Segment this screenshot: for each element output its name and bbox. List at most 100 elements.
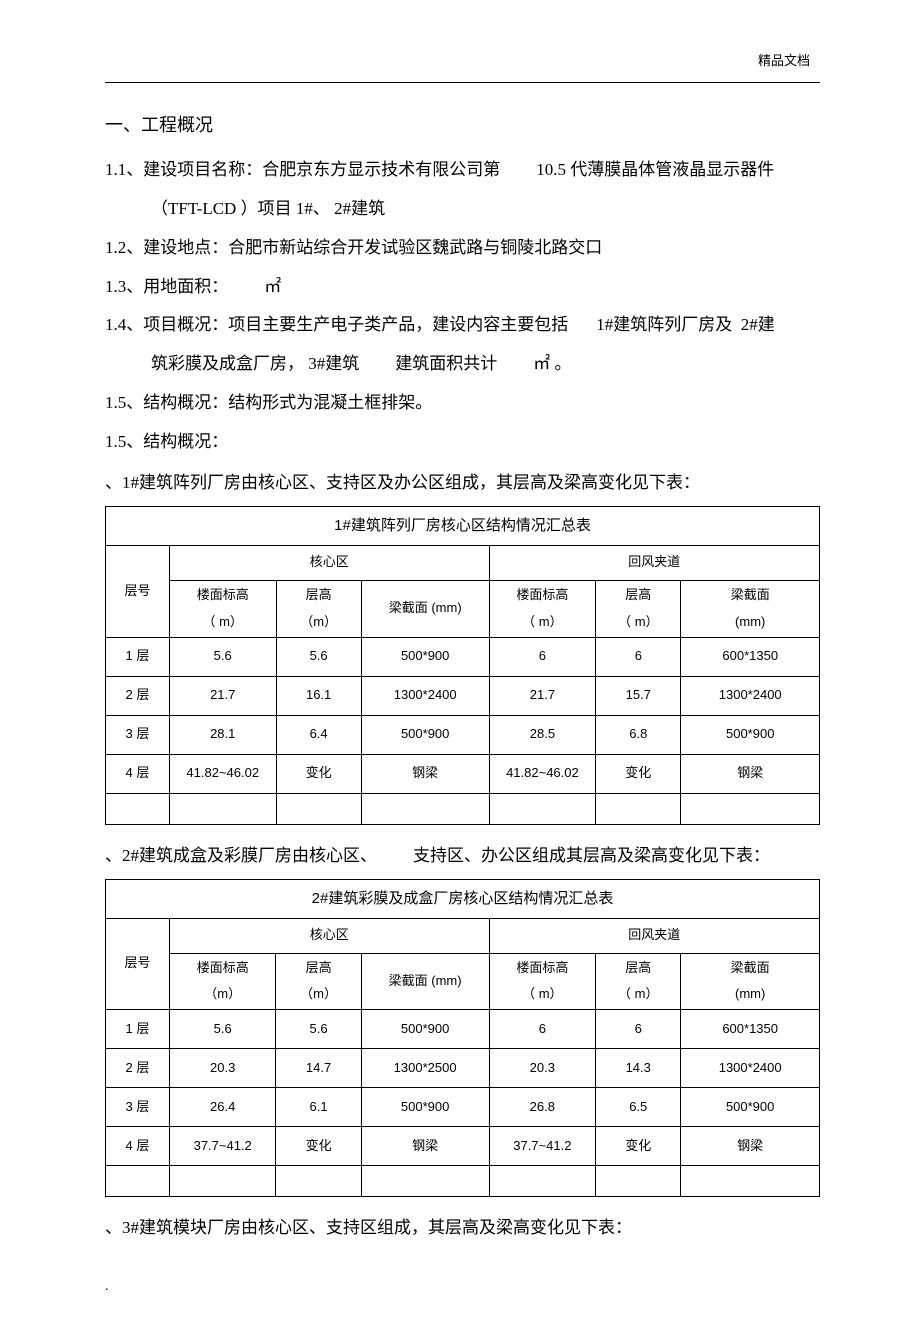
cell: 6 bbox=[596, 637, 681, 676]
hdr-text: （ m） bbox=[490, 986, 596, 1003]
section-title: 一、工程概况 bbox=[105, 111, 820, 137]
group-right: 回风夹道 bbox=[489, 545, 819, 580]
table-row: 楼面标高（m） 层高（m） 梁截面 (mm) 楼面标高（ m） 层高（ m） 梁… bbox=[106, 953, 820, 1010]
hdr-text: 梁截面 bbox=[681, 587, 819, 604]
cell bbox=[106, 1166, 170, 1197]
cell: 20.3 bbox=[169, 1049, 276, 1088]
cell: 6.5 bbox=[596, 1088, 681, 1127]
cell: 500*900 bbox=[361, 1010, 489, 1049]
hdr-text: 楼面标高 bbox=[170, 587, 276, 604]
cell: 5.6 bbox=[276, 637, 361, 676]
cell: 变化 bbox=[276, 1127, 361, 1166]
col-header: 层高（ m） bbox=[596, 953, 681, 1010]
cell: 1 层 bbox=[106, 1010, 170, 1049]
paragraph-1-cont: （TFT-LCD ）项目 1#、 2#建筑 bbox=[105, 192, 820, 227]
table-2: 2#建筑彩膜及成盒厂房核心区结构情况汇总表 层号 核心区 回风夹道 楼面标高（m… bbox=[105, 879, 820, 1198]
group-right: 回风夹道 bbox=[489, 918, 819, 953]
intro2-a: 、2#建筑成盒及彩膜厂房由核心区、 bbox=[105, 846, 377, 865]
table-row: 1#建筑阵列厂房核心区结构情况汇总表 bbox=[106, 506, 820, 545]
p4-a: 1.4、项目概况：项目主要生产电子类产品，建设内容主要包括 bbox=[105, 315, 568, 334]
cell: 钢梁 bbox=[681, 754, 820, 793]
hdr-text: 层高 bbox=[596, 960, 680, 977]
hdr-text: （ m） bbox=[170, 614, 276, 631]
cell: 37.7~41.2 bbox=[169, 1127, 276, 1166]
cell: 变化 bbox=[596, 1127, 681, 1166]
p4-f: ㎡ 。 bbox=[533, 354, 571, 373]
cell: 1300*2400 bbox=[361, 676, 489, 715]
cell: 600*1350 bbox=[681, 637, 820, 676]
table1-title: 1#建筑阵列厂房核心区结构情况汇总表 bbox=[106, 506, 820, 545]
cell: 28.5 bbox=[489, 715, 596, 754]
paragraph-2: 1.2、建设地点：合肥市新站综合开发试验区魏武路与铜陵北路交口 bbox=[105, 231, 820, 266]
col-floor-header: 层号 bbox=[106, 918, 170, 1010]
cell: 20.3 bbox=[489, 1049, 596, 1088]
cell: 14.3 bbox=[596, 1049, 681, 1088]
table-row: 1 层5.65.6500*90066600*1350 bbox=[106, 637, 820, 676]
col-header: 楼面标高（m） bbox=[169, 953, 276, 1010]
hdr-text: （ m） bbox=[490, 614, 596, 631]
cell: 15.7 bbox=[596, 676, 681, 715]
cell bbox=[106, 793, 170, 824]
table-1: 1#建筑阵列厂房核心区结构情况汇总表 层号 核心区 回风夹道 楼面标高（ m） … bbox=[105, 506, 820, 825]
paragraph-4: 1.4、项目概况：项目主要生产电子类产品，建设内容主要包括 1#建筑阵列厂房及 2… bbox=[105, 308, 820, 343]
hdr-text: 层高 bbox=[277, 587, 361, 604]
table-row: 1 层5.65.6500*90066600*1350 bbox=[106, 1010, 820, 1049]
table-row: 2 层21.716.11300*240021.715.71300*2400 bbox=[106, 676, 820, 715]
p4-e: 建筑面积共计 bbox=[395, 354, 497, 373]
cell: 5.6 bbox=[276, 1010, 361, 1049]
hdr-text: （ m） bbox=[596, 614, 680, 631]
top-rule bbox=[105, 82, 820, 83]
hdr-text: （m） bbox=[170, 986, 276, 1003]
cell bbox=[169, 793, 276, 824]
cell: 500*900 bbox=[361, 715, 489, 754]
col-header: 梁截面 (mm) bbox=[361, 953, 489, 1010]
hdr-text: （m） bbox=[276, 986, 360, 1003]
cell bbox=[276, 1166, 361, 1197]
paragraph-6: 1.5、结构概况： bbox=[105, 425, 820, 460]
cell bbox=[489, 793, 596, 824]
cell: 6 bbox=[489, 1010, 596, 1049]
cell: 6 bbox=[489, 637, 596, 676]
paragraph-3: 1.3、用地面积：㎡ bbox=[105, 270, 820, 305]
cell: 28.1 bbox=[169, 715, 276, 754]
col-header: 楼面标高 （ m） bbox=[169, 580, 276, 637]
cell: 600*1350 bbox=[681, 1010, 820, 1049]
table-row: 楼面标高（ m） 层高（m） 梁截面 (mm) 楼面标高（ m） 层高（ m） … bbox=[106, 580, 820, 637]
cell: 3 层 bbox=[106, 1088, 170, 1127]
paragraph-4-cont: 筑彩膜及成盒厂房， 3#建筑建筑面积共计㎡ 。 bbox=[105, 347, 820, 382]
p4-b: 1#建筑阵列厂房及 bbox=[596, 315, 732, 334]
cell bbox=[361, 1166, 489, 1197]
cell: 6.4 bbox=[276, 715, 361, 754]
cell: 6.1 bbox=[276, 1088, 361, 1127]
hdr-text: 楼面标高 bbox=[490, 587, 596, 604]
cell: 21.7 bbox=[169, 676, 276, 715]
col-header: 层高 （m） bbox=[276, 953, 361, 1010]
p3-a: 1.3、用地面积： bbox=[105, 277, 228, 296]
col-header: 层高（ m） bbox=[596, 580, 681, 637]
cell: 41.82~46.02 bbox=[169, 754, 276, 793]
cell: 钢梁 bbox=[681, 1127, 820, 1166]
col-header: 梁截面 (mm) bbox=[361, 580, 489, 637]
cell: 变化 bbox=[276, 754, 361, 793]
table3-intro: 、3#建筑模块厂房由核心区、支持区组成，其层高及梁高变化见下表： bbox=[105, 1211, 820, 1245]
cell: 16.1 bbox=[276, 676, 361, 715]
cell: 26.4 bbox=[169, 1088, 276, 1127]
hdr-text: 层高 bbox=[276, 960, 360, 977]
cell bbox=[681, 1166, 820, 1197]
table-row: 层号 核心区 回风夹道 bbox=[106, 918, 820, 953]
table-row: 4 层41.82~46.02变化钢梁41.82~46.02变化钢梁 bbox=[106, 754, 820, 793]
cell bbox=[276, 793, 361, 824]
cell bbox=[169, 1166, 276, 1197]
col-header: 梁截面(mm) bbox=[681, 953, 820, 1010]
cell: 41.82~46.02 bbox=[489, 754, 596, 793]
cell: 500*900 bbox=[681, 1088, 820, 1127]
cell: 4 层 bbox=[106, 754, 170, 793]
header-label: 精品文档 bbox=[758, 50, 810, 69]
p4-c: 2#建 bbox=[741, 315, 775, 334]
cell: 500*900 bbox=[681, 715, 820, 754]
cell bbox=[596, 793, 681, 824]
table1-intro: 、1#建筑阵列厂房由核心区、支持区及办公区组成，其层高及梁高变化见下表： bbox=[105, 466, 820, 500]
table2-intro: 、2#建筑成盒及彩膜厂房由核心区、支持区、办公区组成其层高及梁高变化见下表： bbox=[105, 839, 820, 873]
table-row: 3 层26.46.1500*90026.86.5500*900 bbox=[106, 1088, 820, 1127]
footer-dot: . bbox=[105, 1279, 820, 1295]
